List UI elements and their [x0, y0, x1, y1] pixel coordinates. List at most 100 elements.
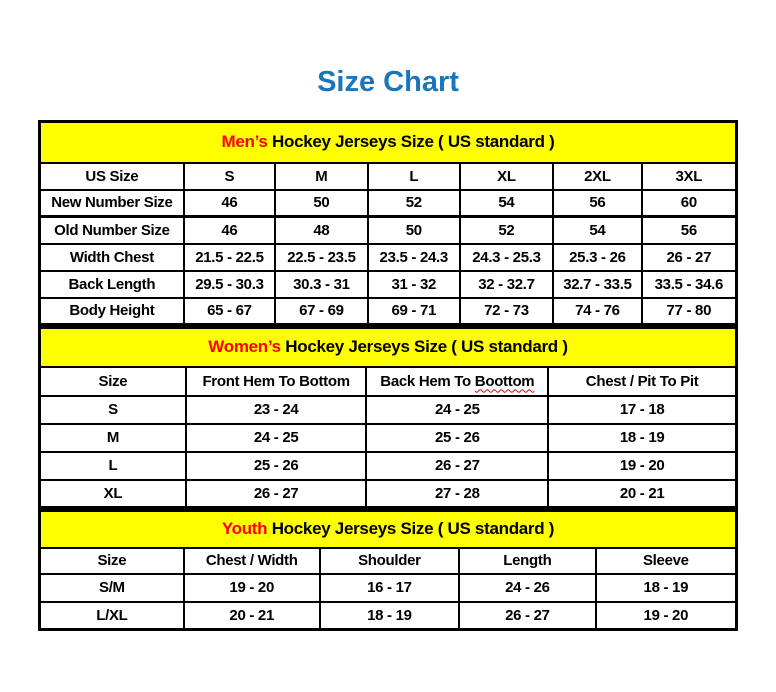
mens-data-cell: 60: [640, 188, 738, 218]
womens-column-header: Back Hem To Boottom: [365, 365, 550, 397]
mens-data-cell: 25.3 - 26: [552, 242, 643, 272]
mens-data-cell: 52: [458, 215, 555, 245]
mens-size-table: Men’s Hockey Jerseys Size ( US standard …: [38, 120, 738, 326]
mens-data-cell: 52: [366, 188, 461, 218]
womens-data-cell: 24 - 25: [184, 422, 368, 453]
mens-data-cell: 46: [182, 188, 277, 218]
womens-row-label: L: [38, 450, 187, 481]
youth-table-row: L/XL 20 - 21 18 - 19 26 - 27 19 - 20: [38, 600, 738, 631]
mens-data-cell: 65 - 67: [182, 296, 277, 326]
mens-data-cell: 32.7 - 33.5: [552, 269, 643, 299]
mens-row-label: Width Chest: [38, 242, 185, 272]
youth-column-header: Size: [38, 546, 185, 575]
mens-column-header: L: [366, 161, 461, 191]
mens-table-row: Old Number Size 46 48 50 52 54 56: [38, 215, 738, 245]
youth-heading-accent: Youth: [221, 519, 268, 539]
mens-row-label: Back Length: [38, 269, 185, 299]
size-chart: Men’s Hockey Jerseys Size ( US standard …: [38, 120, 738, 631]
womens-data-cell: 18 - 19: [547, 422, 738, 453]
womens-data-cell: 26 - 27: [184, 478, 368, 509]
youth-data-cell: 18 - 19: [318, 600, 461, 631]
youth-size-table: Youth Hockey Jerseys Size ( US standard …: [38, 509, 738, 631]
womens-table-row: M 24 - 25 25 - 26 18 - 19: [38, 422, 738, 453]
mens-data-cell: 33.5 - 34.6: [640, 269, 738, 299]
mens-row-label: New Number Size: [38, 188, 185, 218]
womens-data-cell: 19 - 20: [547, 450, 738, 481]
mens-data-cell: 21.5 - 22.5: [182, 242, 277, 272]
mens-data-cell: 31 - 32: [366, 269, 461, 299]
youth-column-header: Shoulder: [318, 546, 461, 575]
womens-data-cell: 25 - 26: [365, 422, 550, 453]
mens-data-cell: 24.3 - 25.3: [458, 242, 555, 272]
womens-data-cell: 26 - 27: [365, 450, 550, 481]
womens-data-cell: 25 - 26: [184, 450, 368, 481]
womens-data-cell: 24 - 25: [365, 394, 550, 425]
womens-size-table: Women’s Hockey Jerseys Size ( US standar…: [38, 326, 738, 509]
mens-table-row: New Number Size 46 50 52 54 56 60: [38, 188, 738, 218]
womens-row-label: S: [38, 394, 187, 425]
mens-data-cell: 22.5 - 23.5: [274, 242, 369, 272]
mens-data-cell: 56: [552, 188, 643, 218]
mens-column-header: 3XL: [640, 161, 738, 191]
mens-data-cell: 77 - 80: [640, 296, 738, 326]
mens-data-cell: 29.5 - 30.3: [182, 269, 277, 299]
youth-row-label: L/XL: [38, 600, 185, 631]
mens-column-header: M: [274, 161, 369, 191]
youth-column-header: Length: [458, 546, 597, 575]
mens-data-cell: 30.3 - 31: [274, 269, 369, 299]
mens-data-cell: 50: [274, 188, 369, 218]
mens-data-cell: 23.5 - 24.3: [366, 242, 461, 272]
misspelled-word: Boottom: [474, 372, 535, 390]
womens-data-cell: 20 - 21: [547, 478, 738, 509]
mens-column-header: 2XL: [552, 161, 643, 191]
mens-heading-text: Hockey Jerseys Size ( US standard ): [272, 132, 555, 152]
womens-column-header: Front Hem To Bottom: [184, 365, 368, 397]
youth-data-cell: 19 - 20: [594, 600, 738, 631]
mens-section-heading: Men’s Hockey Jerseys Size ( US standard …: [38, 120, 738, 164]
mens-column-header: XL: [458, 161, 555, 191]
mens-heading-accent: Men’s: [221, 132, 268, 152]
womens-row-label: M: [38, 422, 187, 453]
youth-data-cell: 19 - 20: [182, 572, 321, 603]
mens-data-cell: 74 - 76: [552, 296, 643, 326]
youth-data-cell: 20 - 21: [182, 600, 321, 631]
womens-column-header: Size: [38, 365, 187, 397]
mens-row-label: Old Number Size: [38, 215, 185, 245]
mens-column-header: US Size: [38, 161, 185, 191]
womens-column-header: Chest / Pit To Pit: [547, 365, 738, 397]
womens-data-cell: 23 - 24: [184, 394, 368, 425]
page-title: Size Chart: [317, 66, 459, 98]
womens-table-row: XL 26 - 27 27 - 28 20 - 21: [38, 478, 738, 509]
youth-column-header: Sleeve: [594, 546, 738, 575]
mens-data-cell: 56: [640, 215, 738, 245]
mens-row-label: Body Height: [38, 296, 185, 326]
mens-data-cell: 54: [458, 188, 555, 218]
mens-table-row: Width Chest 21.5 - 22.5 22.5 - 23.5 23.5 - …: [38, 242, 738, 272]
youth-column-header: Chest / Width: [182, 546, 321, 575]
mens-table-row: Back Length 29.5 - 30.3 30.3 - 31 31 - 32 32…: [38, 269, 738, 299]
womens-section-heading: Women’s Hockey Jerseys Size ( US standar…: [38, 326, 738, 368]
mens-data-cell: 54: [552, 215, 643, 245]
mens-data-cell: 69 - 71: [366, 296, 461, 326]
youth-data-cell: 26 - 27: [458, 600, 597, 631]
mens-data-cell: 32 - 32.7: [458, 269, 555, 299]
mens-data-cell: 46: [182, 215, 277, 245]
mens-data-cell: 26 - 27: [640, 242, 738, 272]
youth-section-heading: Youth Hockey Jerseys Size ( US standard …: [38, 509, 738, 549]
womens-table-row: S 23 - 24 24 - 25 17 - 18: [38, 394, 738, 425]
mens-data-cell: 50: [366, 215, 461, 245]
womens-table-row: L 25 - 26 26 - 27 19 - 20: [38, 450, 738, 481]
mens-data-cell: 67 - 69: [274, 296, 369, 326]
youth-data-cell: 24 - 26: [458, 572, 597, 603]
mens-table-row: Body Height 65 - 67 67 - 69 69 - 71 72 - 73 7…: [38, 296, 738, 326]
youth-data-cell: 18 - 19: [594, 572, 738, 603]
womens-heading-accent: Women’s: [208, 337, 281, 357]
youth-row-label: S/M: [38, 572, 185, 603]
womens-data-cell: 27 - 28: [365, 478, 550, 509]
womens-heading-text: Hockey Jerseys Size ( US standard ): [285, 337, 568, 357]
youth-table-row: S/M 19 - 20 16 - 17 24 - 26 18 - 19: [38, 572, 738, 603]
mens-data-cell: 48: [274, 215, 369, 245]
youth-heading-text: Hockey Jerseys Size ( US standard ): [271, 519, 555, 539]
mens-data-cell: 72 - 73: [458, 296, 555, 326]
womens-data-cell: 17 - 18: [547, 394, 738, 425]
